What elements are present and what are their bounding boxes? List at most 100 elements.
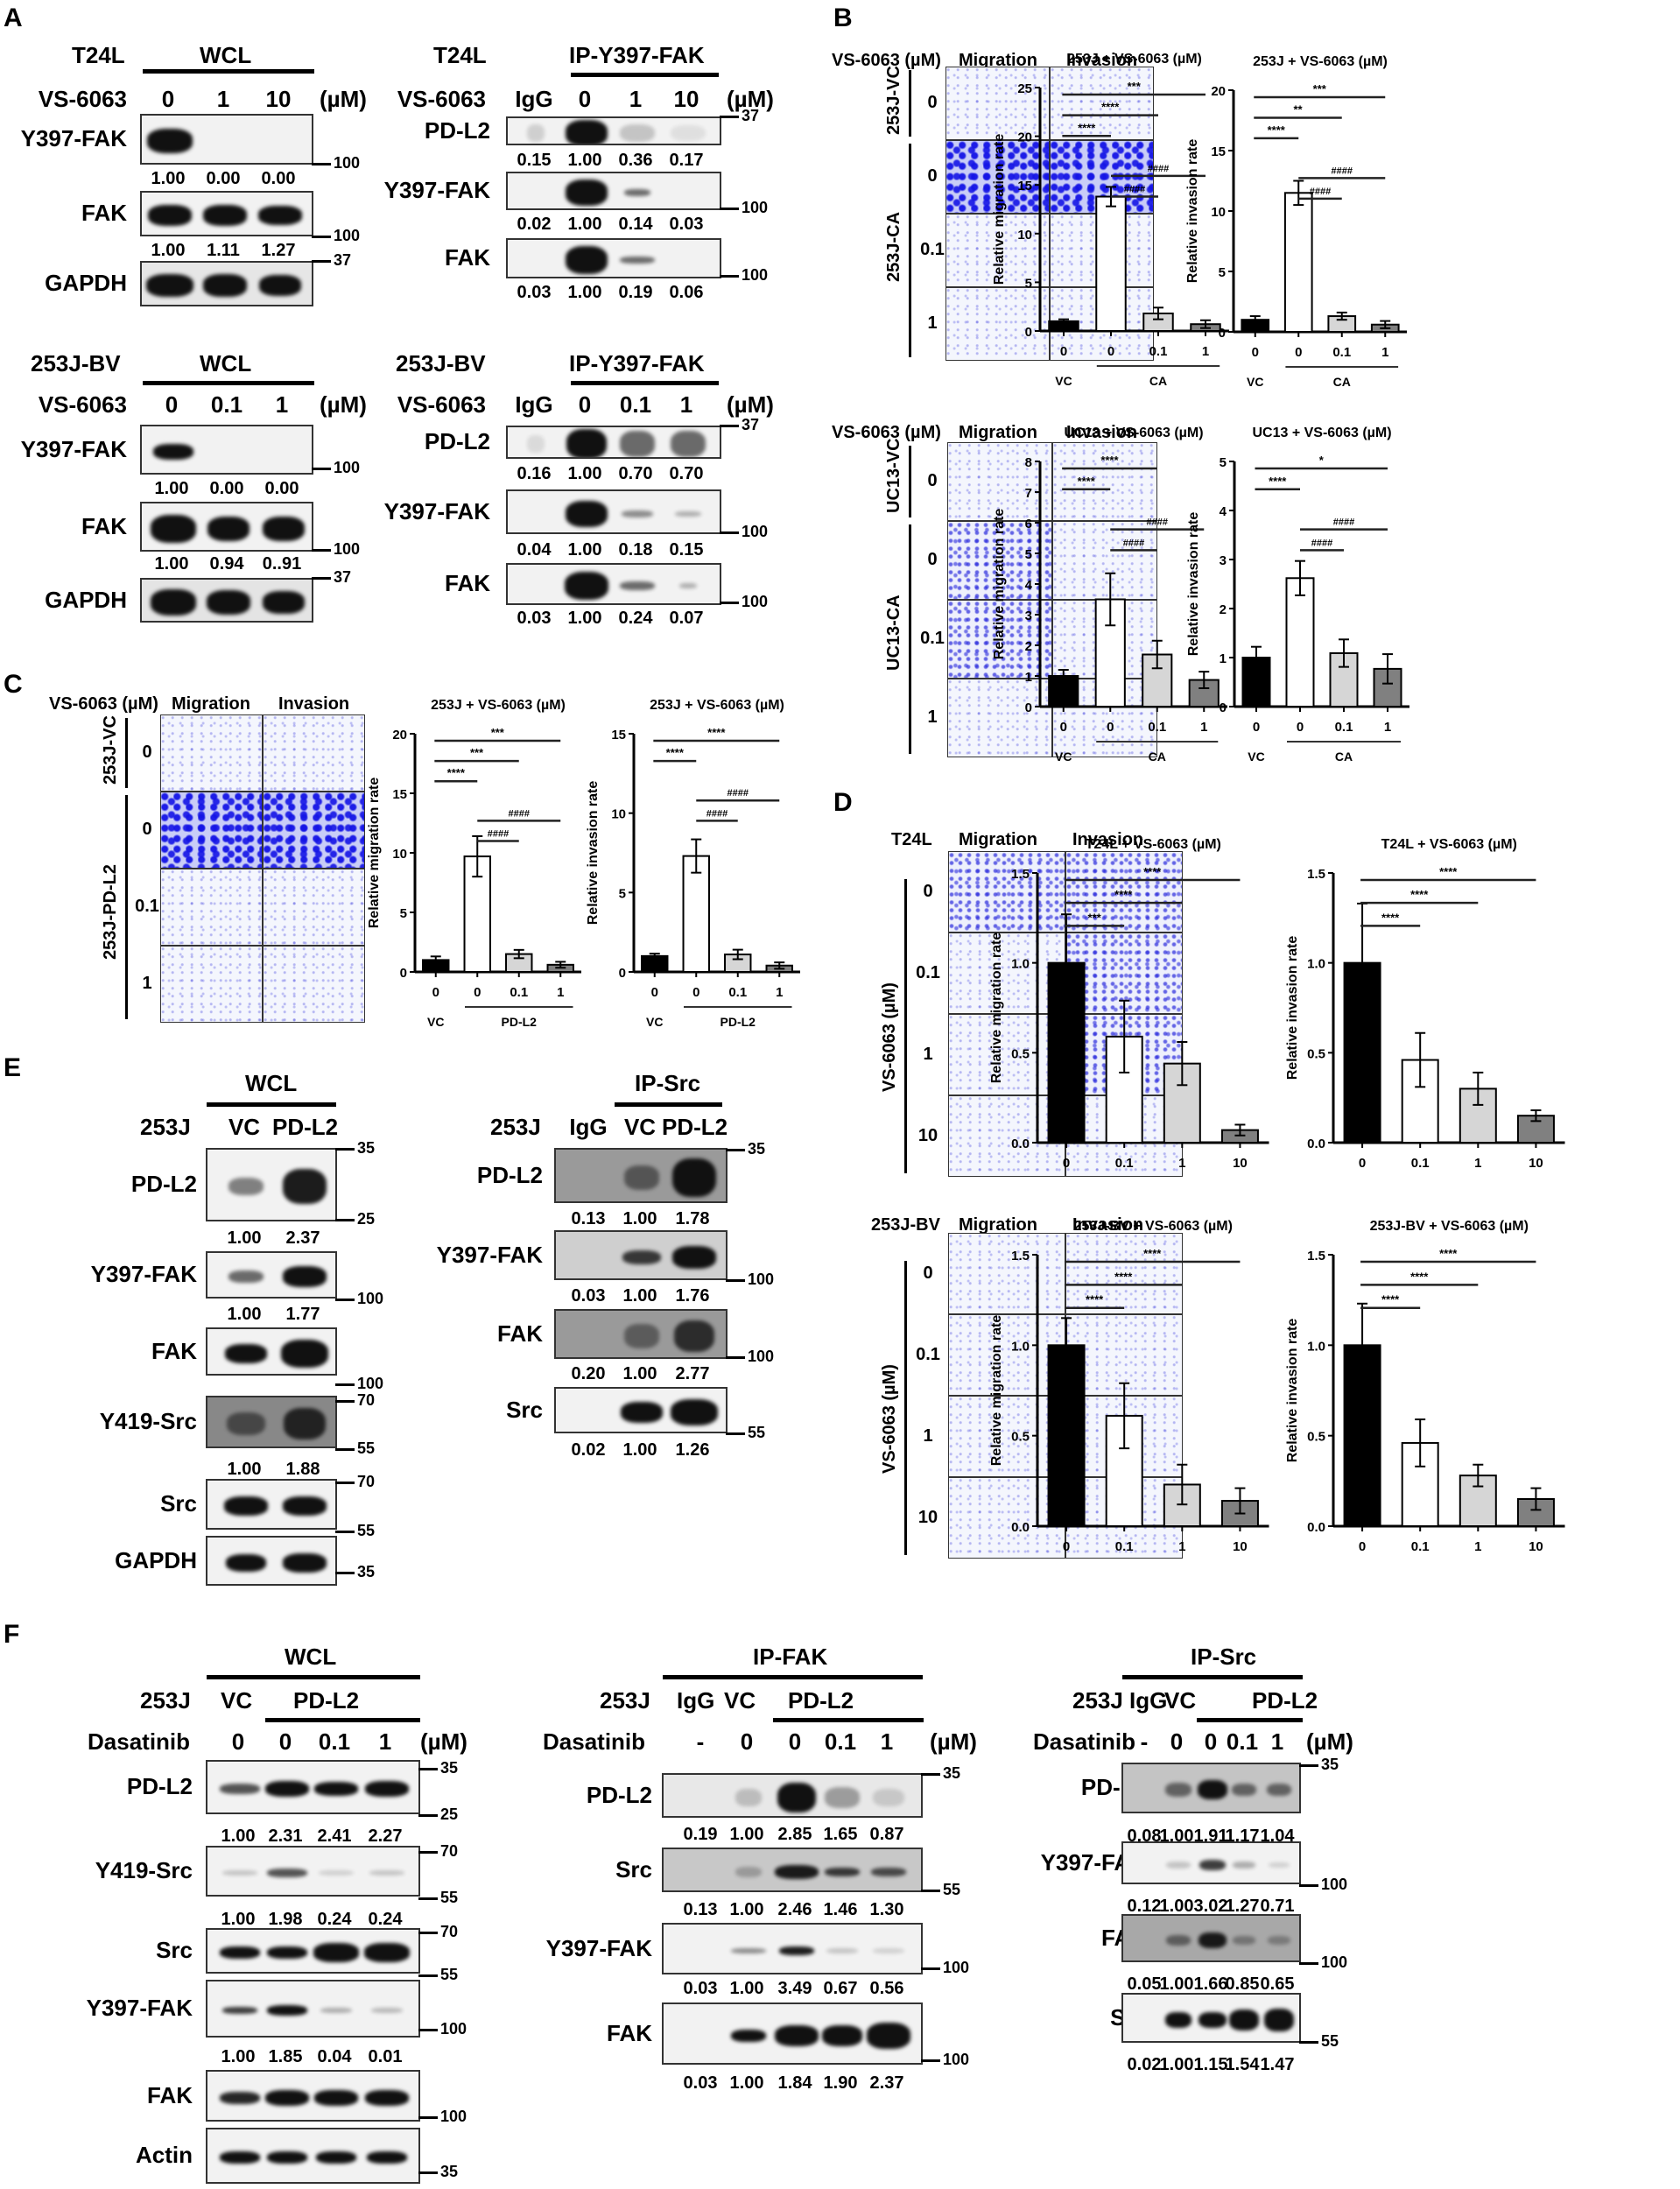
svg-text:T24L + VS-6063 (µM): T24L + VS-6063 (µM) xyxy=(1381,837,1517,852)
f0-blot-1 xyxy=(206,1846,420,1897)
f0-cell-label: 253J xyxy=(140,1687,191,1714)
svg-text:Relative migration rate: Relative migration rate xyxy=(989,1315,1004,1467)
a3-title: WCL xyxy=(200,350,252,377)
a4-row-label: PD-L2 xyxy=(424,428,490,454)
a1-row-label: FAK xyxy=(81,200,127,226)
b1-row-dose: 0 xyxy=(927,93,938,112)
e1-blot-3 xyxy=(206,1396,337,1448)
protein-band xyxy=(259,275,301,296)
a3-quant-value: 1.00 xyxy=(154,479,189,498)
protein-band xyxy=(283,1169,327,1204)
svg-text:3: 3 xyxy=(1025,609,1032,623)
svg-text:1.5: 1.5 xyxy=(1011,1249,1030,1263)
protein-band xyxy=(527,435,545,453)
svg-text:1: 1 xyxy=(1474,1156,1481,1171)
f1-row-label: FAK xyxy=(607,2019,652,2046)
a1-title-underline xyxy=(143,69,314,74)
chart-c-invasion: 0 5 10 15 0 0 0.1 1 VC PD-L2 **** **** #### #### 253J … xyxy=(555,681,818,1042)
a3-lane-treatment-1: 0.1 xyxy=(210,391,243,418)
f2-blot-3 xyxy=(1121,1993,1301,2043)
e1-quant-value: 2.37 xyxy=(285,1228,320,1248)
f1-quant-value: 3.49 xyxy=(777,1979,812,1998)
svg-text:####: #### xyxy=(1333,517,1354,528)
svg-text:####: #### xyxy=(509,808,530,819)
f0-mw-marker: 55 xyxy=(418,1966,458,1984)
f0-treatment-label: Dasatinib xyxy=(88,1728,191,1755)
f2-blot-1 xyxy=(1121,1841,1301,1884)
protein-band xyxy=(153,443,193,460)
svg-text:****: **** xyxy=(1410,888,1429,901)
protein-band xyxy=(671,124,706,141)
f0-row-label: Y419-Src xyxy=(95,1857,193,1883)
d2-row-dose: 10 xyxy=(917,1507,938,1527)
protein-band xyxy=(267,1869,307,1877)
svg-text:20: 20 xyxy=(1211,84,1226,99)
svg-text:8: 8 xyxy=(1025,455,1032,470)
e2-quant-value: 0.13 xyxy=(571,1209,606,1228)
a1-mw-marker: 37 xyxy=(312,251,351,270)
protein-band xyxy=(679,583,697,588)
a4-blot-1 xyxy=(506,489,721,534)
b2-side-bracket xyxy=(909,446,911,517)
f0-row-label: PD-L2 xyxy=(126,1773,193,1799)
protein-band xyxy=(222,2007,257,2014)
e1-row-label: GAPDH xyxy=(115,1546,197,1573)
svg-text:0.0: 0.0 xyxy=(1307,1137,1325,1151)
a2-blot-0 xyxy=(506,116,721,145)
svg-text:1.0: 1.0 xyxy=(1307,1339,1325,1354)
f2-quant-value: 1.00 xyxy=(1159,2055,1194,2074)
protein-band xyxy=(1269,1862,1290,1868)
a2-quant-value: 0.02 xyxy=(517,215,552,234)
svg-text:####: #### xyxy=(1123,538,1144,548)
f1-quant-value: 1.30 xyxy=(869,1900,904,1919)
a1-lane-treatment-1: 1 xyxy=(216,86,230,112)
e1-blot-0 xyxy=(206,1148,337,1221)
protein-band xyxy=(203,205,247,226)
b1-side-label: 253J-VC xyxy=(884,66,903,135)
a4-treatment-label: VS-6063 xyxy=(397,391,486,418)
d2-micrograph-0-0 xyxy=(948,1233,1065,1314)
svg-text:0: 0 xyxy=(1025,325,1032,340)
f0-quant-value: 1.00 xyxy=(221,1827,256,1846)
d1-header: T24L xyxy=(891,830,932,849)
a4-mw-marker: 100 xyxy=(720,523,768,541)
f1-mw-marker: 35 xyxy=(921,1764,960,1783)
e1-quant-value: 1.00 xyxy=(227,1460,262,1479)
d1-micrograph-1-0 xyxy=(948,933,1065,1014)
svg-text:****: **** xyxy=(707,726,726,739)
protein-band xyxy=(1199,1859,1226,1870)
svg-text:0.1: 0.1 xyxy=(1332,345,1351,360)
d1-col-header: Invasion xyxy=(1072,830,1144,849)
a2-cell-label: T24L xyxy=(433,42,487,68)
a1-cell-label: T24L xyxy=(72,42,125,68)
a1-lane-treatment-2: 10 xyxy=(265,86,292,112)
protein-band xyxy=(566,246,608,274)
svg-text:****: **** xyxy=(1269,475,1287,488)
e1-mw-marker: 70 xyxy=(335,1473,375,1491)
e2-quant-value: 1.00 xyxy=(622,1286,657,1306)
svg-text:**: ** xyxy=(1293,102,1303,116)
svg-text:####: #### xyxy=(706,808,728,819)
protein-band xyxy=(258,206,302,225)
b2-row-dose: 0 xyxy=(927,550,938,569)
b2-micrograph-2-0 xyxy=(947,600,1052,679)
a4-cell-label: 253J-BV xyxy=(396,350,486,377)
protein-band xyxy=(775,2024,819,2046)
f1-quant-value: 0.87 xyxy=(869,1825,904,1844)
protein-band xyxy=(283,1552,327,1573)
protein-band xyxy=(203,274,247,297)
a2-quant-value: 0.19 xyxy=(618,283,653,302)
d2-col-header: Migration xyxy=(959,1215,1037,1235)
svg-text:***: *** xyxy=(470,746,484,759)
svg-text:1.5: 1.5 xyxy=(1307,1249,1325,1263)
a4-lane-treatment-1: 0 xyxy=(578,391,592,418)
chart-b-invasion-253j: 0 5 10 15 20 0 0 0.1 1 VC CA *** ** **** #### #### 253J … xyxy=(1155,38,1424,402)
protein-band xyxy=(672,1245,716,1269)
f2-mw-marker: 55 xyxy=(1299,2032,1339,2051)
protein-band xyxy=(873,1947,904,1953)
svg-text:UC13 + VS-6063 (µM): UC13 + VS-6063 (µM) xyxy=(1252,426,1391,440)
a3-quant-value: 0.00 xyxy=(264,479,299,498)
protein-band xyxy=(227,1412,265,1435)
e2-blot-1 xyxy=(554,1230,728,1280)
e1-row-label: Src xyxy=(160,1490,197,1517)
